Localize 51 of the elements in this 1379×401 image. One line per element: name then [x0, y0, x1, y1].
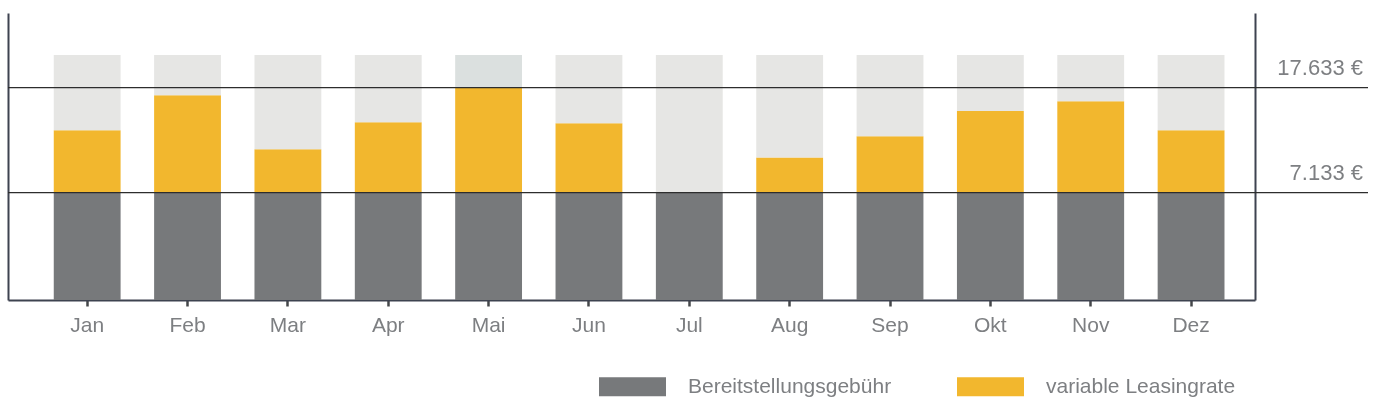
x-tick-label: Jun — [572, 312, 606, 336]
bar — [555, 123, 623, 193]
bar — [53, 192, 121, 300]
bar — [856, 55, 924, 137]
bar — [254, 192, 322, 300]
bar — [956, 55, 1024, 112]
bar — [455, 192, 523, 300]
bar — [455, 87, 523, 193]
bar — [254, 149, 322, 193]
bar — [354, 122, 422, 193]
bar — [154, 55, 221, 96]
bar — [756, 55, 824, 158]
legend-label: Bereitstellungsgebühr — [688, 373, 892, 397]
bar — [1157, 130, 1225, 193]
bar — [354, 192, 422, 300]
bar — [756, 192, 824, 300]
x-tick-label: Mar — [269, 312, 306, 336]
bar — [53, 130, 121, 193]
legend-label: variable Leasingrate — [1046, 373, 1236, 397]
bar — [956, 111, 1024, 193]
x-tick-label: Okt — [974, 312, 1007, 336]
bar — [655, 192, 723, 300]
bar — [254, 55, 322, 150]
bar — [1057, 101, 1125, 193]
bar — [1057, 55, 1125, 102]
x-tick-label: Nov — [1072, 312, 1110, 336]
bar — [1157, 192, 1225, 300]
bar — [1157, 55, 1225, 131]
bar — [154, 192, 221, 300]
bar — [1057, 192, 1125, 300]
bar — [756, 157, 824, 193]
x-tick-label: Jan — [70, 312, 105, 336]
bar — [956, 192, 1024, 300]
bar — [354, 55, 422, 123]
bar — [856, 136, 924, 193]
x-tick-label: Dez — [1172, 312, 1210, 336]
ref-line-label: 7.133 € — [1289, 159, 1363, 185]
x-tick-label: Jul — [675, 312, 703, 336]
bar — [555, 192, 623, 300]
x-tick-label: Aug — [770, 312, 809, 336]
x-tick-label: Sep — [871, 312, 909, 336]
x-tick-label: Feb — [169, 312, 206, 336]
bar — [555, 55, 623, 124]
ref-line-label: 17.633 € — [1277, 54, 1363, 80]
bar — [856, 192, 924, 300]
bar — [154, 95, 221, 193]
bar — [455, 55, 523, 88]
bar — [53, 55, 121, 131]
x-tick-label: Mai — [471, 312, 506, 336]
x-tick-label: Apr — [371, 312, 405, 336]
bar — [655, 55, 723, 193]
